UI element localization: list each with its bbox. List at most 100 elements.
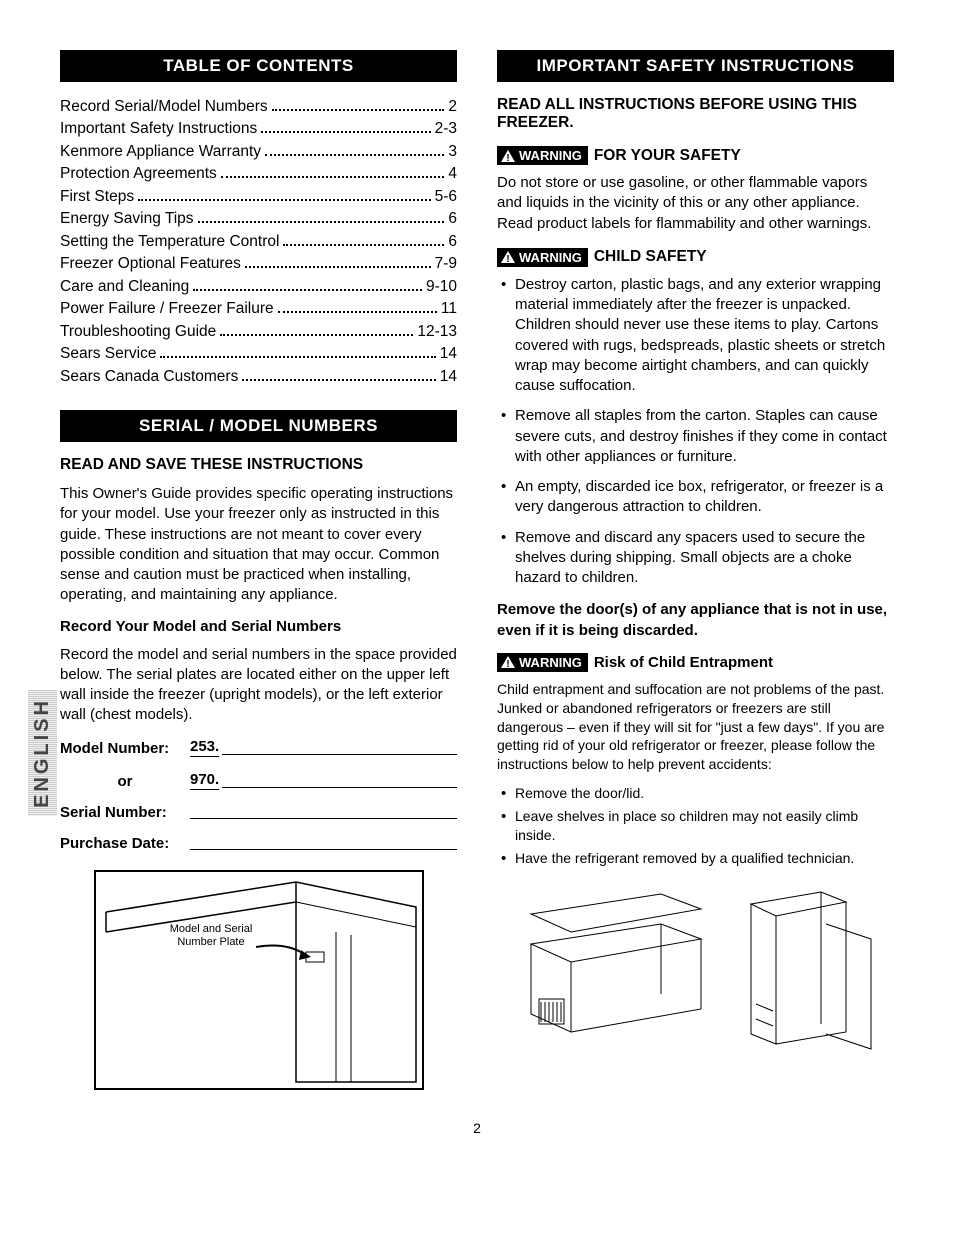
warning-word: WARNING — [519, 250, 582, 265]
model-or-field: or 970. — [60, 771, 457, 790]
toc-page: 12-13 — [417, 321, 457, 343]
toc-page: 7-9 — [435, 253, 457, 275]
language-tab: ENGLISH — [28, 690, 57, 816]
toc-dots — [242, 379, 435, 381]
toc-row: Care and Cleaning 9-10 — [60, 276, 457, 298]
model-line[interactable] — [222, 754, 457, 755]
read-all-heading: READ ALL INSTRUCTIONS BEFORE USING THIS … — [497, 96, 894, 132]
upright-freezer-icon — [731, 884, 881, 1054]
toc-header: TABLE OF CONTENTS — [60, 50, 457, 82]
warning-triangle-icon: ! — [501, 251, 515, 263]
toc-row: Power Failure / Freezer Failure 11 — [60, 298, 457, 320]
toc-row: Setting the Temperature Control 6 — [60, 231, 457, 253]
toc-dots — [272, 109, 445, 111]
toc-dots — [198, 221, 445, 223]
warning-word: WARNING — [519, 148, 582, 163]
serial-label: Serial Number: — [60, 804, 190, 821]
model-label: Model Number: — [60, 740, 190, 757]
toc-row: First Steps 5-6 — [60, 186, 457, 208]
owners-guide-paragraph: This Owner's Guide provides specific ope… — [60, 484, 457, 606]
toc-label: Energy Saving Tips — [60, 208, 194, 230]
toc-row: Kenmore Appliance Warranty 3 — [60, 141, 457, 163]
toc-row: Freezer Optional Features 7-9 — [60, 253, 457, 275]
toc-label: First Steps — [60, 186, 134, 208]
freezer-illustrations — [497, 884, 894, 1054]
serial-header: SERIAL / MODEL NUMBERS — [60, 410, 457, 442]
diagram-label-line2: Number Plate — [177, 936, 244, 948]
page-number: 2 — [60, 1120, 894, 1136]
model-prefix: 253. — [190, 738, 219, 757]
page-body: TABLE OF CONTENTS Record Serial/Model Nu… — [60, 50, 894, 1090]
toc-dots — [278, 311, 437, 313]
toc-page: 11 — [441, 298, 457, 320]
toc-page: 9-10 — [426, 276, 457, 298]
or-line[interactable] — [222, 787, 457, 788]
serial-number-field: Serial Number: — [60, 804, 457, 821]
chest-freezer-icon — [511, 884, 711, 1044]
warning-triangle-icon: ! — [501, 150, 515, 162]
toc-page: 2 — [448, 96, 457, 118]
or-prefix: 970. — [190, 771, 219, 790]
warning-badge: ! WARNING — [497, 146, 588, 165]
warning-word: WARNING — [519, 655, 582, 670]
child-safety-label: CHILD SAFETY — [594, 248, 707, 266]
remove-doors-paragraph: Remove the door(s) of any appliance that… — [497, 600, 894, 641]
toc-row: Energy Saving Tips 6 — [60, 208, 457, 230]
toc-row: Sears Canada Customers 14 — [60, 366, 457, 388]
toc-page: 6 — [448, 231, 457, 253]
toc-dots — [138, 199, 431, 201]
for-your-safety-label: FOR YOUR SAFETY — [594, 147, 741, 165]
toc-dots — [220, 334, 413, 336]
list-item: Destroy carton, plastic bags, and any ex… — [497, 275, 894, 397]
purchase-label: Purchase Date: — [60, 835, 190, 852]
toc-page: 3 — [448, 141, 457, 163]
toc-dots — [160, 356, 435, 358]
toc-page: 2-3 — [435, 118, 457, 140]
toc-page: 14 — [440, 366, 457, 388]
toc-label: Setting the Temperature Control — [60, 231, 279, 253]
warning-triangle-icon: ! — [501, 656, 515, 668]
toc-page: 4 — [448, 163, 457, 185]
right-column: IMPORTANT SAFETY INSTRUCTIONS READ ALL I… — [497, 50, 894, 1090]
toc-dots — [261, 131, 430, 133]
purchase-line[interactable] — [190, 849, 457, 850]
list-item: Leave shelves in place so children may n… — [497, 807, 894, 845]
for-your-safety-line: ! WARNING FOR YOUR SAFETY — [497, 146, 894, 165]
toc-row: Protection Agreements 4 — [60, 163, 457, 185]
svg-text:!: ! — [506, 153, 509, 162]
toc-page: 6 — [448, 208, 457, 230]
toc-label: Important Safety Instructions — [60, 118, 257, 140]
toc-label: Freezer Optional Features — [60, 253, 241, 275]
toc-row: Important Safety Instructions 2-3 — [60, 118, 457, 140]
toc-label: Sears Service — [60, 343, 156, 365]
list-item: Remove the door/lid. — [497, 784, 894, 803]
toc-label: Power Failure / Freezer Failure — [60, 298, 274, 320]
list-item: Remove all staples from the carton. Stap… — [497, 406, 894, 467]
toc-list: Record Serial/Model Numbers 2 Important … — [60, 96, 457, 388]
child-safety-bullets: Destroy carton, plastic bags, and any ex… — [497, 275, 894, 589]
toc-dots — [265, 154, 444, 156]
safety-header: IMPORTANT SAFETY INSTRUCTIONS — [497, 50, 894, 82]
warning-badge: ! WARNING — [497, 653, 588, 672]
toc-dots — [193, 289, 422, 291]
toc-dots — [221, 176, 445, 178]
child-safety-line: ! WARNING CHILD SAFETY — [497, 248, 894, 267]
svg-text:!: ! — [506, 659, 509, 668]
toc-label: Care and Cleaning — [60, 276, 189, 298]
purchase-date-field: Purchase Date: — [60, 835, 457, 852]
toc-page: 5-6 — [435, 186, 457, 208]
record-heading: Record Your Model and Serial Numbers — [60, 618, 457, 635]
risk-paragraph: Child entrapment and suffocation are not… — [497, 680, 894, 774]
svg-text:!: ! — [506, 254, 509, 263]
left-column: TABLE OF CONTENTS Record Serial/Model Nu… — [60, 50, 457, 1090]
toc-label: Protection Agreements — [60, 163, 217, 185]
freezer-diagram: Model and Serial Number Plate — [94, 870, 424, 1090]
for-your-safety-paragraph: Do not store or use gasoline, or other f… — [497, 173, 894, 234]
toc-dots — [245, 266, 431, 268]
serial-line[interactable] — [190, 818, 457, 819]
toc-row: Troubleshooting Guide 12-13 — [60, 321, 457, 343]
risk-heading: Risk of Child Entrapment — [594, 654, 773, 671]
toc-page: 14 — [440, 343, 457, 365]
toc-label: Troubleshooting Guide — [60, 321, 216, 343]
warning-badge: ! WARNING — [497, 248, 588, 267]
